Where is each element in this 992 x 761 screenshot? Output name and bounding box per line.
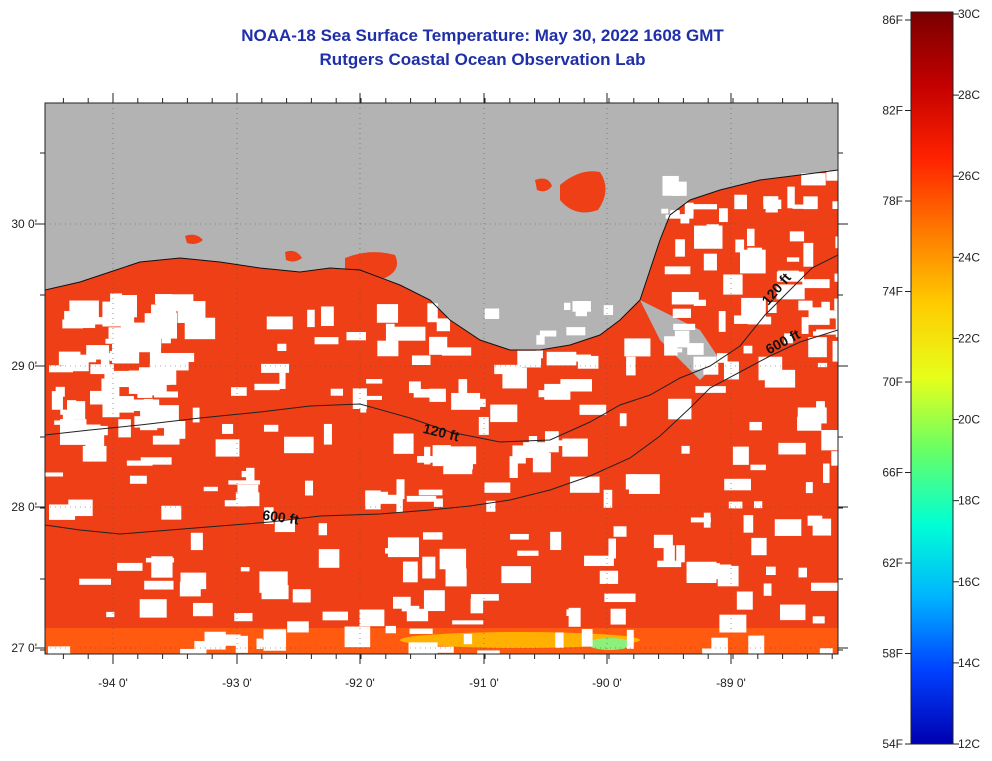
lake — [185, 234, 203, 244]
colorbar-f-label: 66F — [882, 466, 903, 480]
lat-tick-label: 30 0' — [11, 217, 37, 231]
colorbar-c-label: 18C — [958, 494, 980, 508]
contour-120ft — [45, 254, 838, 443]
coastline — [45, 169, 838, 351]
colorbar-f-label: 78F — [882, 194, 903, 208]
colorbar-f-label: 70F — [882, 375, 903, 389]
lon-tick-label: -90 0' — [592, 676, 622, 690]
colorbar-c-label: 24C — [958, 250, 980, 264]
contour-600ft — [45, 329, 838, 535]
map-frame — [44, 102, 839, 655]
lon-tick-label: -91 0' — [469, 676, 499, 690]
colorbar-f-label: 58F — [882, 647, 903, 661]
lat-tick-label: 29 0' — [11, 359, 37, 373]
chart-subtitle: Rutgers Coastal Ocean Observation Lab — [319, 50, 646, 69]
colorbar-gradient — [910, 11, 954, 745]
colorbar-f-label: 54F — [882, 737, 903, 751]
lake — [285, 250, 302, 262]
land-area — [45, 103, 838, 350]
lon-tick-label: -89 0' — [716, 676, 746, 690]
lat-tick-label: 27 0' — [11, 641, 37, 655]
lat-tick-label: 28 0' — [11, 500, 37, 514]
colorbar-c-label: 16C — [958, 575, 980, 589]
colorbar-c-label: 26C — [958, 169, 980, 183]
colorbar-c-label: 28C — [958, 88, 980, 102]
lon-tick-label: -94 0' — [98, 676, 128, 690]
colorbar-f-label: 86F — [882, 13, 903, 27]
colorbar-f-label: 82F — [882, 104, 903, 118]
colorbar-f-label: 62F — [882, 556, 903, 570]
colorbar-c-label: 30C — [958, 7, 980, 21]
lake — [560, 171, 606, 213]
cloud-cover — [45, 170, 838, 654]
lake — [345, 252, 398, 279]
colorbar-c-label: 22C — [958, 331, 980, 345]
colorbar-f-label: 74F — [882, 285, 903, 299]
colorbar-c-label: 12C — [958, 737, 980, 751]
lon-tick-label: -93 0' — [222, 676, 252, 690]
contour-label: 600 ft — [261, 507, 300, 528]
colorbar-c-label: 20C — [958, 413, 980, 427]
lon-tick-label: -92 0' — [345, 676, 375, 690]
colorbar-c-label: 14C — [958, 656, 980, 670]
lake — [535, 178, 552, 192]
chart-title: NOAA-18 Sea Surface Temperature: May 30,… — [241, 26, 724, 45]
